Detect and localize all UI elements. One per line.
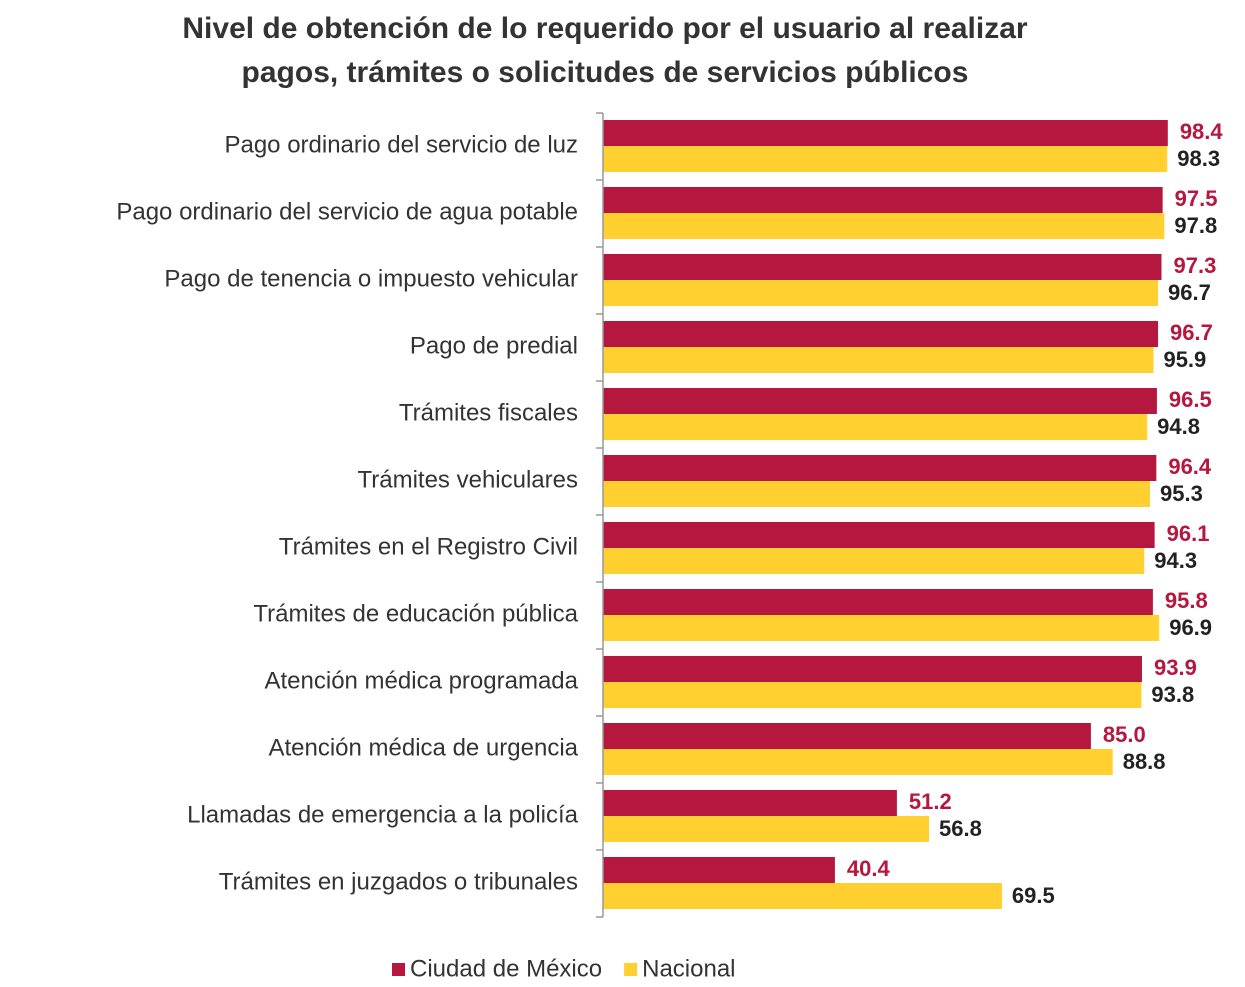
data-label: 94.3 [1154, 548, 1197, 573]
legend-swatch [624, 963, 638, 976]
legend-swatch [392, 963, 405, 976]
bar [603, 213, 1165, 239]
bar [603, 321, 1159, 347]
data-label: 96.7 [1168, 280, 1211, 305]
data-label: 98.3 [1177, 146, 1220, 171]
chart-title: pagos, trámites o solicitudes de servici… [242, 56, 969, 89]
y-tick-label: Trámites fiscales [399, 399, 578, 426]
bar [603, 522, 1155, 548]
y-tick-label: Trámites en juzgados o tribunales [219, 868, 578, 895]
data-label: 69.5 [1012, 883, 1055, 908]
data-label: 85.0 [1103, 722, 1146, 747]
bar [603, 120, 1168, 146]
data-label: 93.9 [1154, 655, 1197, 680]
data-label: 93.8 [1151, 682, 1194, 707]
bar [603, 481, 1151, 507]
data-label: 97.3 [1174, 253, 1217, 278]
bar [603, 816, 930, 842]
bar [603, 723, 1091, 749]
y-tick-label: Trámites vehiculares [357, 466, 578, 493]
data-label: 95.3 [1160, 481, 1203, 506]
data-label: 56.8 [939, 816, 982, 841]
data-label: 96.4 [1168, 454, 1212, 479]
chart-title: Nivel de obtención de lo requerido por e… [182, 12, 1028, 45]
data-label: 88.8 [1123, 749, 1166, 774]
y-tick-label: Llamadas de emergencia a la policía [187, 801, 579, 828]
bar [603, 790, 897, 816]
y-tick-label: Trámites de educación pública [253, 600, 578, 627]
data-label: 95.9 [1163, 347, 1206, 372]
bar [603, 254, 1162, 280]
data-label: 98.4 [1180, 119, 1224, 144]
data-label: 95.8 [1165, 588, 1208, 613]
legend-label: Ciudad de México [410, 955, 602, 982]
data-label: 96.5 [1169, 387, 1212, 412]
y-tick-label: Pago de predial [410, 332, 578, 359]
data-label: 51.2 [909, 789, 952, 814]
data-label: 97.5 [1175, 186, 1218, 211]
y-tick-label: Pago de tenencia o impuesto vehicular [164, 265, 578, 292]
bar [603, 589, 1153, 615]
bar [603, 682, 1142, 708]
bar [603, 548, 1145, 574]
data-label: 96.1 [1167, 521, 1210, 546]
bar [603, 388, 1157, 414]
y-tick-label: Atención médica programada [264, 667, 578, 694]
y-tick-label: Pago ordinario del servicio de luz [224, 131, 578, 158]
bar [603, 615, 1160, 641]
y-tick-label: Trámites en el Registro Civil [279, 533, 578, 560]
bar [603, 749, 1113, 775]
bar [603, 455, 1157, 481]
data-label: 96.9 [1169, 615, 1212, 640]
bar [603, 656, 1142, 682]
y-tick-label: Pago ordinario del servicio de agua pota… [116, 198, 578, 225]
bar [603, 347, 1154, 373]
bar [603, 857, 835, 883]
data-label: 40.4 [847, 856, 891, 881]
data-label: 97.8 [1174, 213, 1217, 238]
y-tick-label: Atención médica de urgencia [268, 734, 578, 761]
data-label: 96.7 [1170, 320, 1213, 345]
data-label: 94.8 [1157, 414, 1200, 439]
bar [603, 146, 1168, 172]
legend-label: Nacional [642, 955, 735, 982]
bar [603, 280, 1159, 306]
bar [603, 883, 1002, 909]
bar [603, 414, 1148, 440]
bar [603, 187, 1163, 213]
